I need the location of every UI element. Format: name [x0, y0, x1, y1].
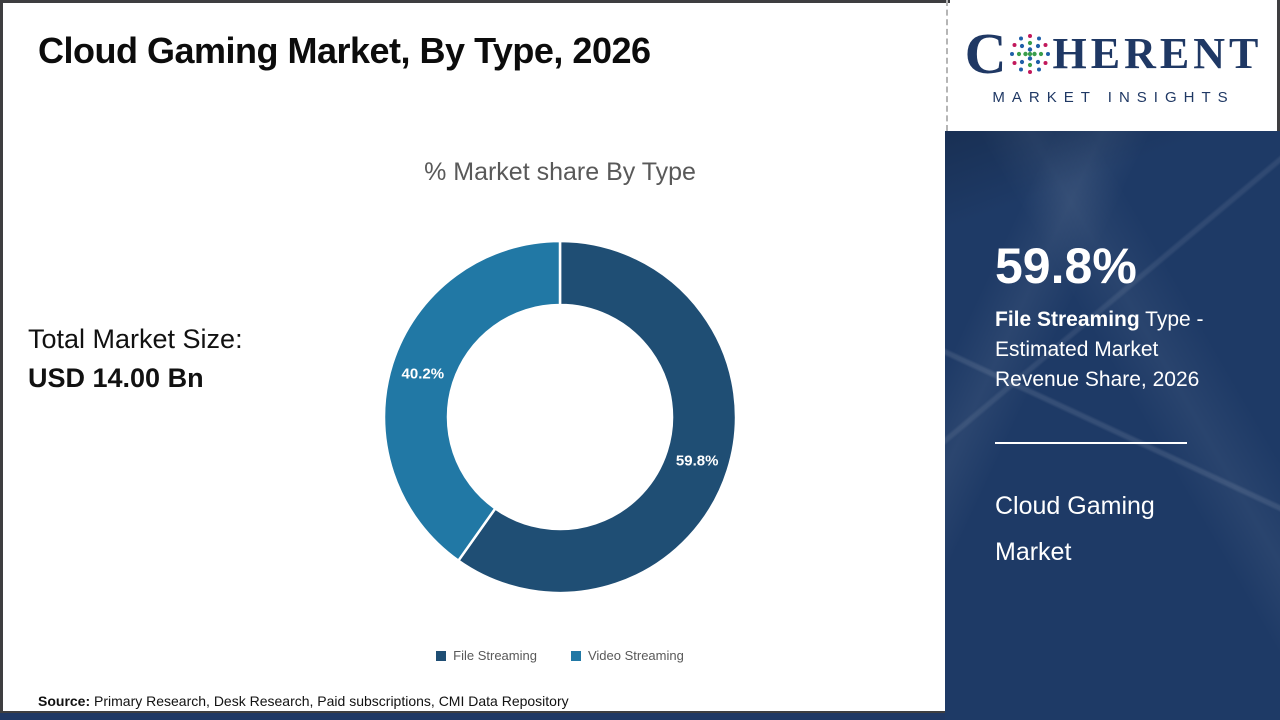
chart-legend: File Streaming Video Streaming — [280, 648, 840, 663]
frame-left-border — [0, 0, 3, 713]
donut-data-label: 59.8% — [676, 453, 719, 470]
panel-content: 59.8% File Streaming Type - Estimated Ma… — [945, 131, 1280, 575]
panel-description-bold: File Streaming — [995, 308, 1140, 331]
total-market-size: Total Market Size: USD 14.00 Bn — [28, 324, 243, 394]
page-title: Cloud Gaming Market, By Type, 2026 — [38, 30, 651, 71]
side-panel: 59.8% File Streaming Type - Estimated Ma… — [945, 131, 1280, 720]
donut-slice-file-streaming — [456, 239, 738, 595]
legend-item: Video Streaming — [570, 648, 684, 663]
source-label: Source: — [38, 693, 91, 709]
donut-chart: 59.8% 40.2% — [382, 239, 738, 595]
frame-bottom-line — [0, 711, 948, 713]
panel-headline-stat: 59.8% — [995, 238, 1137, 294]
frame-top-border — [0, 0, 1280, 3]
donut-data-label: 40.2% — [402, 365, 445, 382]
legend-label: Video Streaming — [587, 648, 684, 663]
panel-divider — [995, 442, 1187, 445]
panel-description-rest: Type - Estimated Market Revenue Share, 2… — [995, 308, 1204, 391]
legend-swatch — [436, 650, 447, 661]
logo-wordmark: C HERENT — [965, 25, 1263, 83]
bottom-navy-bar — [0, 713, 948, 720]
legend-item: File Streaming — [436, 648, 537, 663]
chart-title: % Market share By Type — [424, 158, 696, 186]
legend-label: File Streaming — [453, 648, 537, 663]
logo-letter-c: C — [964, 21, 1007, 86]
total-market-size-value: USD 14.00 Bn — [28, 363, 204, 393]
source-line: Source: Primary Research, Desk Research,… — [38, 693, 569, 709]
legend-swatch — [570, 650, 581, 661]
donut-slice-video-streaming — [382, 239, 562, 563]
logo-subtitle: MARKET INSIGHTS — [992, 89, 1235, 106]
panel-footer-title: Cloud Gaming Market — [995, 492, 1155, 566]
panel-map-texture — [945, 131, 1280, 720]
frame-right-border — [1277, 0, 1280, 131]
source-text: Primary Research, Desk Research, Paid su… — [90, 693, 569, 709]
brand-logo: C HERENT MARKET INSIGHTS — [950, 0, 1277, 131]
dashed-divider — [946, 0, 948, 131]
panel-description: File Streaming Type - Estimated Market R… — [995, 305, 1220, 394]
panel-map-lines — [945, 131, 1280, 720]
globe-dots-icon — [1009, 34, 1050, 74]
logo-letters-herent: HERENT — [1052, 29, 1263, 78]
total-market-size-label: Total Market Size: — [28, 324, 243, 354]
